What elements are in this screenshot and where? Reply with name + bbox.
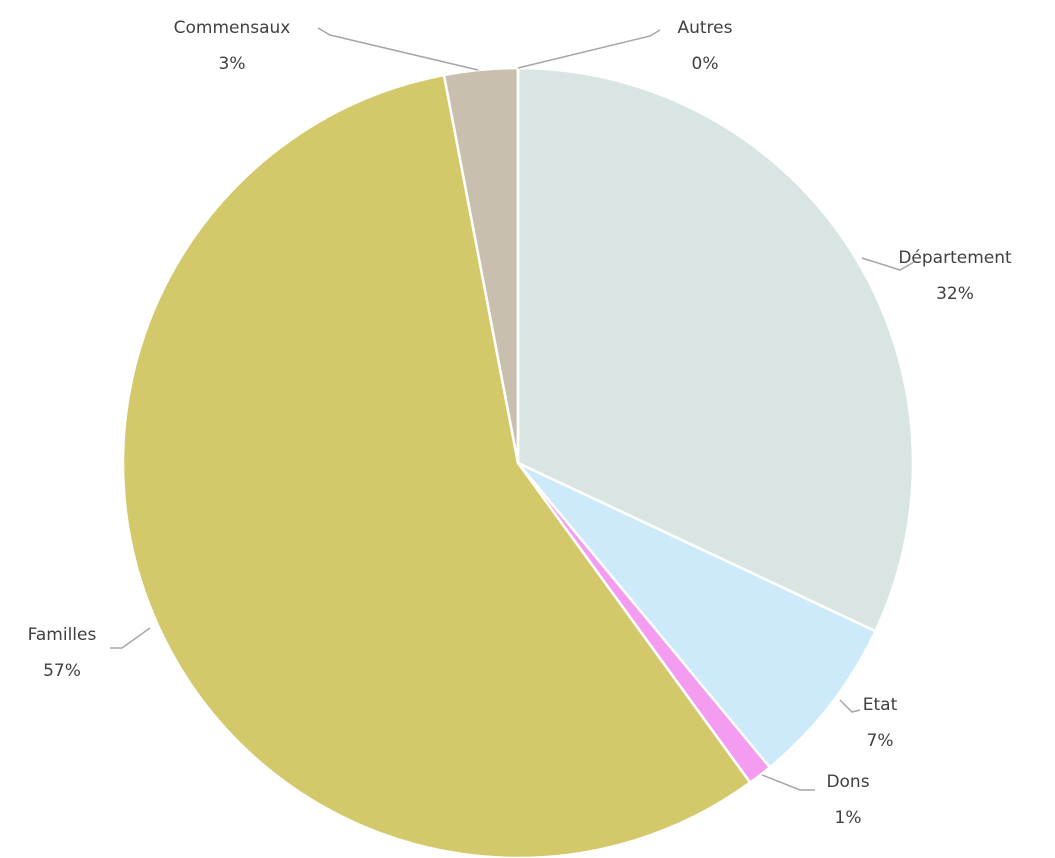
pie-slice — [516, 66, 915, 633]
slice-label: Commensaux — [174, 18, 291, 38]
slice-value-label: 3% — [219, 54, 246, 74]
leader-line — [317, 27, 479, 71]
leader-line — [110, 627, 151, 649]
pie-slice — [121, 73, 752, 858]
slice-value-label: 7% — [867, 731, 894, 751]
slice-value-label: 1% — [835, 808, 862, 828]
slice-label: Familles — [28, 625, 97, 645]
leader-line — [839, 699, 861, 713]
slice-label: Dons — [826, 772, 869, 792]
slice-label: Autres — [677, 18, 732, 38]
slice-label: Etat — [863, 695, 898, 715]
leader-line — [761, 774, 815, 791]
slice-value-label: 57% — [43, 661, 81, 681]
leader-line — [861, 257, 915, 271]
pie-slice — [517, 461, 878, 770]
leader-line — [517, 29, 661, 69]
slice-label: Département — [898, 248, 1012, 268]
slice-value-label: 0% — [692, 54, 719, 74]
slice-value-label: 32% — [936, 284, 974, 304]
